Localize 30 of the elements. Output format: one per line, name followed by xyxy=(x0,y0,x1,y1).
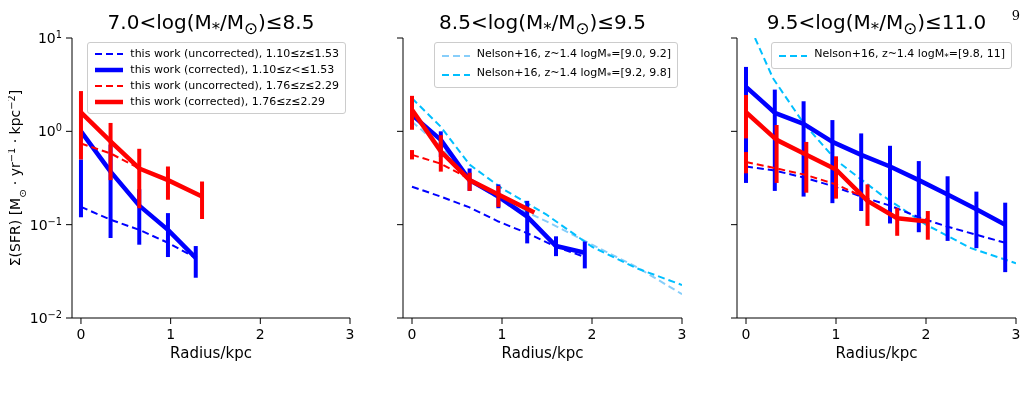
x-tick-label: 2 xyxy=(255,326,265,342)
legend-label: this work (corrected), 1.76≤z≤2.29 xyxy=(130,94,326,110)
x-tick-label: 2 xyxy=(587,326,597,342)
legend-label: this work (corrected), 1.10≤z<≤1.53 xyxy=(130,62,335,78)
x-axis-title: Radius/kpc xyxy=(170,344,252,362)
x-tick-label: 0 xyxy=(76,326,86,342)
chart-title: 9.5<log(M$_{*}$/M$_{⊙}$)≤11.0 xyxy=(766,10,987,38)
x-axis-title: Radius/kpc xyxy=(501,344,584,362)
chart-title: 7.0<log(M$_{*}$/M$_{⊙}$)≤8.5 xyxy=(106,10,316,38)
x-tick-label: 3 xyxy=(677,326,687,342)
y-tick-label: 10$^{0}$ xyxy=(37,121,62,140)
legend-label: this work (uncorrected), 1.10≤z≤1.53 xyxy=(130,46,339,62)
x-tick-label: 3 xyxy=(1011,326,1021,342)
y-tick-label: 10$^{1}$ xyxy=(37,28,62,46)
legend-label: Nelson+16, z~1.4 logM$_{*}$=[9.2, 9.8] xyxy=(476,65,671,84)
x-tick-label: 3 xyxy=(345,326,355,342)
x-tick-label: 0 xyxy=(407,326,417,342)
chart-title: 8.5<log(M$_{*}$/M$_{⊙}$)≤9.5 xyxy=(438,10,647,38)
legend-label: Nelson+16, z~1.4 logM$_{*}$=[9.0, 9.2] xyxy=(476,46,671,65)
x-tick-label: 0 xyxy=(741,326,751,342)
x-tick-label: 1 xyxy=(831,326,841,342)
x-tick-label: 2 xyxy=(921,326,931,342)
x-tick-label: 1 xyxy=(497,326,507,342)
y-tick-label: 10$^{−2}$ xyxy=(29,308,62,326)
legend-label: Nelson+16, z~1.4 logM$_{*}$=[9.8, 11] xyxy=(814,46,1005,65)
x-axis-title: Radius/kpc xyxy=(835,344,918,362)
legend-label: this work (uncorrected), 1.76≤z≤2.29 xyxy=(130,78,339,94)
x-tick-label: 1 xyxy=(166,326,176,342)
text: 9 xyxy=(1011,8,1020,23)
y-tick-label: 10$^{−1}$ xyxy=(29,215,62,233)
